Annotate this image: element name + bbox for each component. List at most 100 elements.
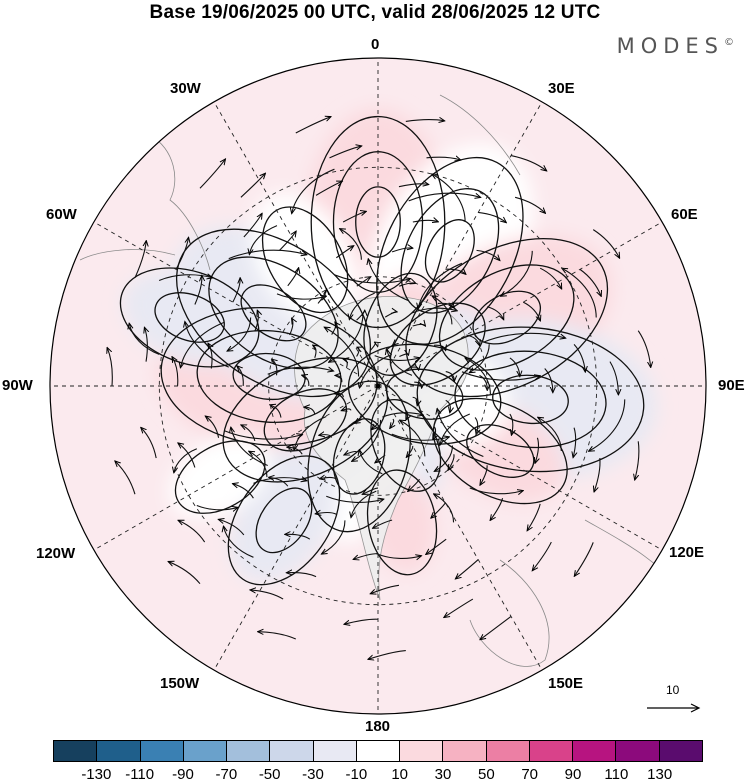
- streamline: [448, 454, 455, 469]
- flow-arrow: [292, 168, 335, 213]
- streamline: [178, 443, 196, 468]
- colorbar-tick-label: 90: [564, 766, 582, 783]
- flow-arrow: [276, 293, 326, 299]
- streamline: [445, 371, 455, 381]
- streamline: [287, 573, 317, 578]
- colorbar-box-3: [183, 741, 228, 761]
- flow-arrow: [437, 409, 484, 457]
- flow-arrow: [483, 332, 565, 343]
- anomaly-contour: [240, 284, 307, 342]
- streamline: [287, 447, 303, 455]
- anomaly-contour: [363, 272, 438, 376]
- colorbar-box-2: [140, 741, 184, 761]
- streamline: [175, 238, 188, 270]
- flow-arrow: [432, 296, 453, 325]
- anomaly-fill-13-2: [122, 269, 257, 366]
- streamline: [345, 618, 379, 624]
- streamline: [317, 289, 327, 304]
- colorbar-box-14: [659, 741, 702, 761]
- streamline: [219, 520, 245, 536]
- streamline: [573, 427, 575, 457]
- flow-arrow: [352, 419, 382, 461]
- streamline: [319, 435, 333, 438]
- streamline: [357, 347, 359, 357]
- colorbar-tick-label: -90: [172, 766, 194, 783]
- flow-arrow: [249, 225, 278, 254]
- flow-arrow: [418, 262, 463, 308]
- lon-label-120w: 120W: [36, 545, 76, 562]
- reference-vector-label: 10: [666, 683, 680, 697]
- streamline: [336, 246, 353, 259]
- lon-label-90w: 90W: [2, 377, 33, 394]
- lon-label-150w: 150W: [160, 675, 200, 692]
- streamline: [208, 344, 212, 369]
- colorbar-box-0: [54, 741, 98, 761]
- streamline: [509, 413, 513, 435]
- flow-arrow: [351, 490, 377, 517]
- streamline: [370, 342, 375, 351]
- streamline: [241, 425, 256, 441]
- lon-label-180: 180: [365, 718, 391, 735]
- anomaly-contour: [307, 380, 411, 533]
- streamline: [344, 359, 348, 368]
- streamline: [390, 418, 394, 428]
- meridian-line: [93, 221, 379, 387]
- colorbar-tick-label: -70: [215, 766, 238, 783]
- lon-label-120e: 120E: [669, 544, 705, 561]
- streamline: [141, 428, 157, 459]
- lon-label-90e: 90E: [718, 377, 745, 394]
- streamline: [289, 319, 293, 336]
- colorbar-box-10: [486, 741, 530, 761]
- lon-label-60w: 60W: [46, 206, 77, 223]
- flow-arrow: [391, 433, 449, 440]
- anomaly-contour: [227, 455, 341, 586]
- streamline: [342, 409, 352, 411]
- streamline: [233, 484, 254, 499]
- streamline: [480, 465, 488, 484]
- streamline: [478, 211, 506, 222]
- streamline: [179, 521, 206, 543]
- streamline: [375, 454, 386, 463]
- streamline: [509, 357, 520, 376]
- streamline: [408, 478, 420, 491]
- streamline: [107, 348, 113, 387]
- streamline: [368, 650, 406, 660]
- flow-arrow: [185, 322, 229, 368]
- flow-arrow: [435, 445, 454, 471]
- flow-arrow: [228, 249, 307, 260]
- flow-arrow: [360, 353, 392, 387]
- flow-arrow: [181, 321, 225, 367]
- colorbar-box-12: [573, 741, 617, 761]
- streamline: [456, 559, 479, 579]
- flow-arrow: [382, 413, 423, 418]
- flow-arrow: [158, 275, 212, 281]
- streamline: [320, 477, 337, 479]
- anomaly-contour: [492, 374, 569, 425]
- colorbar-tick-label: 70: [521, 766, 538, 783]
- flow-arrow: [349, 292, 375, 319]
- streamline: [539, 267, 561, 288]
- streamline: [145, 328, 148, 362]
- lon-label-60e: 60E: [671, 206, 698, 223]
- streamline: [279, 232, 295, 251]
- streamline: [243, 214, 262, 238]
- streamline: [258, 632, 297, 640]
- streamline: [232, 278, 240, 303]
- colorbar-tick-label: -50: [258, 766, 281, 783]
- streamline: [486, 306, 503, 320]
- streamline: [313, 345, 316, 359]
- streamline: [371, 584, 400, 593]
- flow-arrow: [501, 250, 533, 296]
- flow-arrow: [400, 420, 426, 457]
- colorbar-box-13: [616, 741, 660, 761]
- streamline: [476, 249, 500, 260]
- streamline: [412, 324, 425, 326]
- reference-vector-arrow: [647, 703, 701, 713]
- colorbar-box-1: [97, 741, 141, 761]
- streamline: [412, 220, 438, 222]
- streamline: [404, 409, 408, 419]
- flow-arrow: [538, 418, 562, 452]
- streamline: [372, 421, 379, 429]
- streamline: [316, 512, 337, 514]
- meridian-line: [213, 101, 379, 387]
